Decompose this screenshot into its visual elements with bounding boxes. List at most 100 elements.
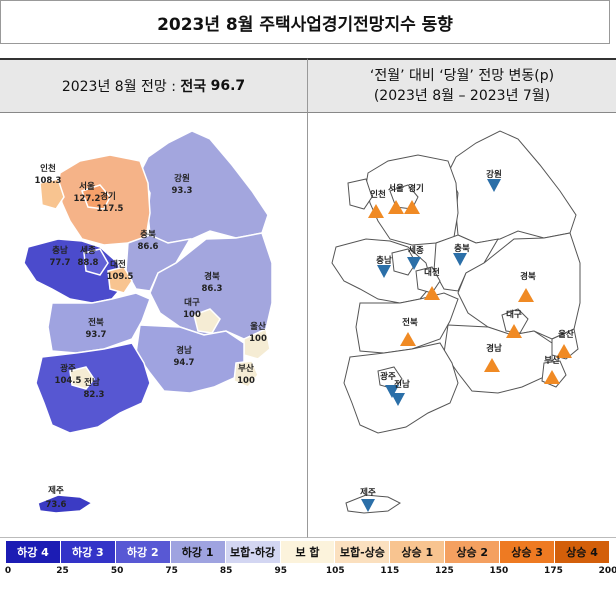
change-region-label: 대전 bbox=[424, 267, 440, 278]
region-incheon bbox=[39, 178, 65, 210]
up-triangle-icon bbox=[506, 324, 522, 338]
change-region-label: 전남 bbox=[394, 379, 410, 390]
legend-swatch: 보합-하강 bbox=[225, 541, 281, 563]
region-name-label: 서울 bbox=[79, 181, 95, 192]
change-region-label: 충남 bbox=[376, 255, 392, 266]
region-gangwon bbox=[139, 130, 269, 244]
legend-swatch: 하강 4 bbox=[6, 541, 61, 563]
region-name-label: 경남 bbox=[176, 345, 192, 356]
scale-tick-label: 200 bbox=[598, 566, 616, 576]
change-map-panel: 인천 서울 경기 강원 충남 세종 충북 대전 경북 대구 전북 울산 경남 부산 광주 전남 제주 bbox=[308, 113, 616, 538]
index-map-panel: 인천 108.3 서울 127.2 경기 117.5 강원 93.3 충남 77.7 세종 88.8 충… bbox=[0, 113, 308, 538]
change-region-label: 광주 bbox=[380, 371, 396, 382]
region-value-label: 73.6 bbox=[46, 500, 67, 510]
region-value-label: 127.2 bbox=[74, 194, 101, 204]
legend: 하강 4 하강 3 하강 2 하강 1 보합-하강 보 합 보합-상승 상승 1 상승 2 상승 … bbox=[6, 541, 610, 563]
index-map-labels: 인천 108.3 서울 127.2 경기 117.5 강원 93.3 충남 77.7 세종 88.8 충… bbox=[35, 163, 267, 510]
region-value-label: 93.3 bbox=[172, 186, 193, 196]
down-triangle-icon bbox=[487, 179, 501, 192]
region-busan bbox=[233, 360, 259, 388]
left-header-prefix: 2023년 8월 전망 : bbox=[61, 79, 176, 95]
region-gwangju bbox=[69, 366, 95, 390]
scale-tick-label: 0 bbox=[4, 566, 12, 576]
change-region-label: 서울 bbox=[388, 183, 404, 194]
region-sejong bbox=[83, 248, 109, 276]
change-markers bbox=[361, 179, 572, 512]
right-header-line2: (2023년 8월 – 2023년 7월) bbox=[373, 88, 551, 104]
down-triangle-icon bbox=[407, 257, 421, 270]
change-region-label: 세종 bbox=[408, 245, 424, 256]
change-region-label: 강원 bbox=[486, 169, 502, 180]
right-header: ‘전월’ 대비 ‘당월’ 전망 변동(p) (2023년 8월 – 2023년 … bbox=[308, 58, 616, 113]
region-value-label: 86.6 bbox=[138, 242, 159, 252]
down-triangle-icon bbox=[391, 393, 405, 406]
scale-tick-label: 150 bbox=[489, 566, 509, 576]
legend-swatch: 상승 3 bbox=[500, 541, 556, 563]
region-name-label: 강원 bbox=[174, 173, 190, 184]
change-region-label: 제주 bbox=[360, 487, 376, 498]
up-triangle-icon bbox=[556, 344, 572, 358]
scale-tick-label: 105 bbox=[325, 566, 345, 576]
legend-swatch: 하강 1 bbox=[170, 541, 226, 563]
region-jeonbuk bbox=[47, 292, 151, 354]
change-region-label: 인천 bbox=[370, 189, 386, 200]
change-region-label: 대구 bbox=[506, 309, 522, 320]
map-regions bbox=[23, 130, 273, 514]
legend-swatch: 상승 2 bbox=[445, 541, 501, 563]
region-value-label: 108.3 bbox=[35, 176, 62, 186]
index-map: 인천 108.3 서울 127.2 경기 117.5 강원 93.3 충남 77.7 세종 88.8 충… bbox=[23, 130, 273, 514]
region-name-label: 대전 bbox=[110, 259, 126, 270]
scale-tick-label: 115 bbox=[380, 566, 400, 576]
scale-tick-label: 50 bbox=[110, 566, 124, 576]
change-region-label: 경기 bbox=[408, 183, 424, 194]
region-value-label: 100 bbox=[237, 376, 255, 386]
change-region-label: 울산 bbox=[558, 329, 574, 340]
region-name-label: 경북 bbox=[204, 271, 220, 282]
region-jeju bbox=[37, 494, 94, 514]
scale-ticks: 0 25 50 75 85 95 105 115 125 150 175 200 bbox=[0, 566, 616, 582]
up-triangle-icon bbox=[484, 358, 500, 372]
region-seoul bbox=[81, 184, 111, 210]
national-value: 96.7 bbox=[210, 78, 246, 94]
right-header-line1: ‘전월’ 대비 ‘당월’ 전망 변동(p) bbox=[369, 68, 555, 84]
down-triangle-icon bbox=[453, 253, 467, 266]
up-triangle-icon bbox=[368, 204, 384, 218]
region-value-label: 104.5 bbox=[55, 376, 82, 386]
left-header: 2023년 8월 전망 : 전국 96.7 bbox=[0, 58, 308, 113]
up-triangle-icon bbox=[544, 370, 560, 384]
region-daejeon bbox=[107, 266, 133, 294]
national-label: 전국 bbox=[180, 79, 207, 95]
region-name-label: 부산 bbox=[238, 363, 254, 374]
region-name-label: 전남 bbox=[84, 377, 100, 388]
down-triangle-icon bbox=[361, 499, 375, 512]
scale-tick-label: 75 bbox=[165, 566, 178, 576]
region-value-label: 77.7 bbox=[50, 258, 71, 268]
down-triangle-icon bbox=[377, 265, 391, 278]
region-value-label: 100 bbox=[249, 334, 267, 344]
change-region-label: 충북 bbox=[454, 243, 470, 254]
down-triangle-icon bbox=[385, 385, 399, 398]
legend-swatch: 하강 3 bbox=[60, 541, 116, 563]
up-triangle-icon bbox=[400, 332, 416, 346]
up-triangle-icon bbox=[424, 286, 440, 300]
region-name-label: 충북 bbox=[140, 229, 156, 240]
region-value-label: 86.3 bbox=[202, 284, 223, 294]
region-value-label: 109.5 bbox=[107, 272, 134, 282]
region-name-label: 세종 bbox=[80, 245, 96, 256]
scale-tick-label: 175 bbox=[544, 566, 563, 576]
legend-swatch: 상승 1 bbox=[390, 541, 446, 563]
scale-tick-label: 85 bbox=[219, 566, 233, 576]
region-name-label: 광주 bbox=[60, 363, 76, 374]
region-value-label: 94.7 bbox=[174, 358, 195, 368]
region-name-label: 인천 bbox=[40, 163, 56, 174]
scale-tick-label: 125 bbox=[434, 566, 454, 576]
up-triangle-icon bbox=[404, 200, 420, 214]
change-region-label: 부산 bbox=[544, 355, 560, 366]
region-jeonnam bbox=[35, 342, 151, 434]
scale-tick-label: 25 bbox=[56, 566, 69, 576]
change-region-label: 경남 bbox=[486, 343, 502, 354]
region-value-label: 100 bbox=[183, 310, 201, 320]
region-daegu bbox=[193, 308, 221, 334]
